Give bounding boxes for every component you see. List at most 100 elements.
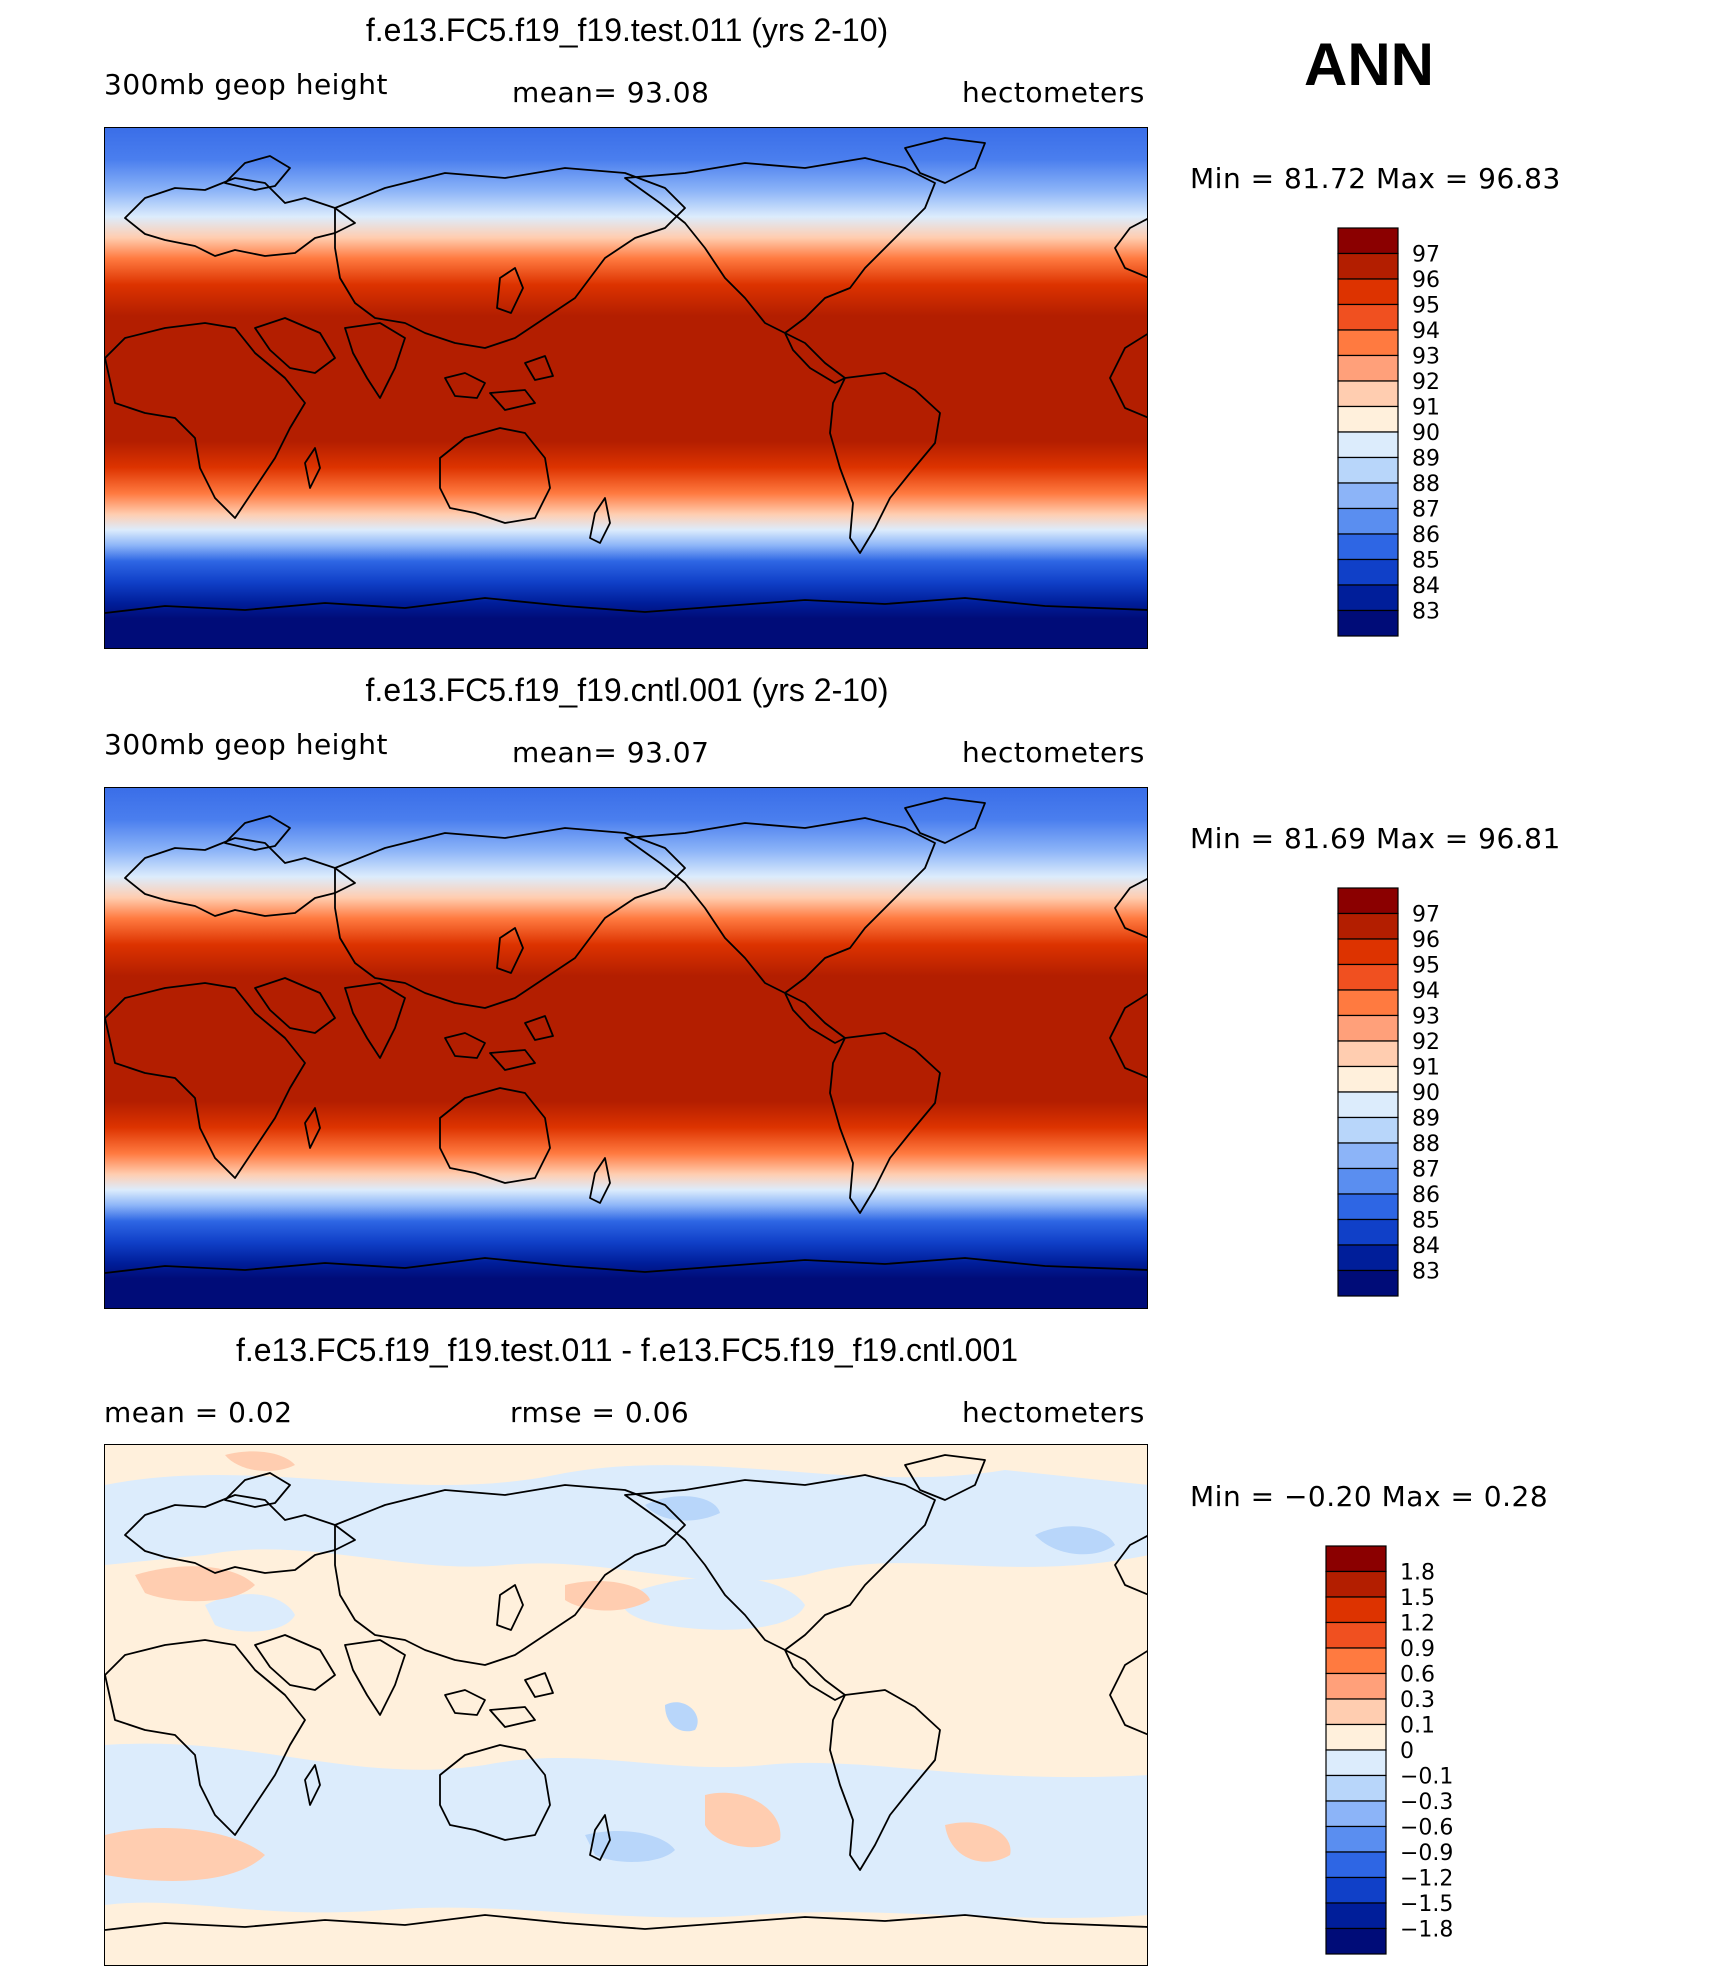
panel-cntl-colorbar: 97 96 95 94 93 92 91 90 89 88 87 86 85 84 83 xyxy=(1337,887,1478,1302)
colorbar-box xyxy=(1325,1902,1387,1930)
colorbar-box xyxy=(1337,482,1399,510)
colorbar-box xyxy=(1337,1218,1399,1246)
colorbar-box xyxy=(1337,227,1399,255)
colorbar-tick-label: 1.5 xyxy=(1400,1586,1435,1611)
colorbar-tick-label: 91 xyxy=(1412,1056,1440,1081)
colorbar-tick-label: 88 xyxy=(1412,1132,1440,1157)
colorbar-box xyxy=(1325,1672,1387,1700)
colorbar-tick-label: −1.5 xyxy=(1400,1892,1453,1917)
colorbar-tick-label: −1.8 xyxy=(1400,1918,1453,1943)
colorbar-box xyxy=(1325,1774,1387,1802)
colorbar-box xyxy=(1325,1698,1387,1726)
panel-test-units-label: hectometers xyxy=(962,76,1145,109)
colorbar-tick-label: 94 xyxy=(1412,979,1440,1004)
colorbar-box xyxy=(1325,1621,1387,1649)
colorbar-box xyxy=(1337,380,1399,408)
panel-diff-title: f.e13.FC5.f19_f19.test.011 - f.e13.FC5.f… xyxy=(235,1332,1019,1368)
colorbar-tick-label: 84 xyxy=(1412,1234,1440,1259)
panel-test-minmax-label: Min = 81.72 Max = 96.83 xyxy=(1190,162,1561,195)
colorbar-box xyxy=(1325,1876,1387,1904)
colorbar-tick-label: 97 xyxy=(1412,903,1440,928)
panel-diff-colorbar: 1.8 1.5 1.2 0.9 0.6 0.3 0.1 0 −0.1 −0.3 −0.6 −0.9 −1… xyxy=(1325,1545,1486,1960)
colorbar-tick-label: 93 xyxy=(1412,1005,1440,1030)
colorbar-tick-label: −0.3 xyxy=(1400,1790,1453,1815)
colorbar-box xyxy=(1325,1825,1387,1853)
panel-diff-mean-label: mean = 0.02 xyxy=(104,1396,293,1429)
colorbar-tick-label: 93 xyxy=(1412,345,1440,370)
colorbar-box xyxy=(1337,584,1399,612)
colorbar-tick-label: 0.6 xyxy=(1400,1663,1435,1688)
colorbar-box xyxy=(1337,507,1399,535)
panel-test-colorbar: 97 96 95 94 93 92 91 90 89 88 87 86 85 84 83 xyxy=(1337,227,1478,642)
colorbar-tick-label: 87 xyxy=(1412,498,1440,523)
colorbar-tick-label: 85 xyxy=(1412,549,1440,574)
colorbar-tick-label: 91 xyxy=(1412,396,1440,421)
panel-test-title: f.e13.FC5.f19_f19.test.011 (yrs 2-10) xyxy=(365,12,889,48)
colorbar-box xyxy=(1337,938,1399,966)
colorbar-box xyxy=(1337,303,1399,331)
colorbar-tick-label: 86 xyxy=(1412,523,1440,548)
colorbar-box xyxy=(1337,1193,1399,1221)
colorbar-tick-label: 96 xyxy=(1412,268,1440,293)
colorbar-tick-label: 96 xyxy=(1412,928,1440,953)
colorbar-tick-label: 92 xyxy=(1412,1030,1440,1055)
colorbar-box xyxy=(1337,1091,1399,1119)
colorbar-tick-label: 90 xyxy=(1412,1081,1440,1106)
colorbar-box xyxy=(1337,1065,1399,1093)
colorbar-tick-label: 0.1 xyxy=(1400,1714,1435,1739)
colorbar-box xyxy=(1325,1927,1387,1955)
colorbar-box xyxy=(1325,1647,1387,1675)
panel-test-map xyxy=(104,127,1148,649)
colorbar-box xyxy=(1337,405,1399,433)
colorbar-box xyxy=(1337,1040,1399,1068)
colorbar-tick-label: 97 xyxy=(1412,243,1440,268)
colorbar-tick-label: −0.1 xyxy=(1400,1765,1453,1790)
colorbar-tick-label: 88 xyxy=(1412,472,1440,497)
colorbar-box xyxy=(1337,329,1399,357)
colorbar-tick-label: 83 xyxy=(1412,1260,1440,1285)
colorbar-box xyxy=(1337,558,1399,586)
colorbar-box xyxy=(1337,1269,1399,1297)
panel-cntl-minmax-label: Min = 81.69 Max = 96.81 xyxy=(1190,822,1561,855)
colorbar-tick-label: 86 xyxy=(1412,1183,1440,1208)
colorbar-box xyxy=(1325,1545,1387,1573)
panel-cntl-map xyxy=(104,787,1148,1309)
colorbar-box xyxy=(1337,609,1399,637)
colorbar-box xyxy=(1337,252,1399,280)
panel-cntl-title: f.e13.FC5.f19_f19.cntl.001 (yrs 2-10) xyxy=(365,672,889,708)
panel-cntl-units-label: hectometers xyxy=(962,736,1145,769)
panel-diff-map xyxy=(104,1444,1148,1966)
colorbar-box xyxy=(1325,1851,1387,1879)
colorbar-tick-label: 92 xyxy=(1412,370,1440,395)
colorbar-tick-label: 1.8 xyxy=(1400,1561,1435,1586)
colorbar-box xyxy=(1337,278,1399,306)
colorbar-box xyxy=(1337,1244,1399,1272)
colorbar-tick-label: −0.6 xyxy=(1400,1816,1453,1841)
colorbar-box xyxy=(1337,533,1399,561)
colorbar-box xyxy=(1337,989,1399,1017)
panel-diff-units-label: hectometers xyxy=(962,1396,1145,1429)
colorbar-box xyxy=(1337,963,1399,991)
panel-cntl-mean-label: mean= 93.07 xyxy=(512,736,710,769)
colorbar-tick-label: 90 xyxy=(1412,421,1440,446)
colorbar-tick-label: −0.9 xyxy=(1400,1841,1453,1866)
season-label: ANN xyxy=(1304,31,1434,98)
colorbar-tick-label: −1.2 xyxy=(1400,1867,1453,1892)
colorbar-box xyxy=(1325,1800,1387,1828)
colorbar-box xyxy=(1337,456,1399,484)
colorbar-tick-label: 95 xyxy=(1412,294,1440,319)
colorbar-tick-label: 94 xyxy=(1412,319,1440,344)
panel-test-mean-label: mean= 93.08 xyxy=(512,76,710,109)
colorbar-box xyxy=(1337,1014,1399,1042)
panel-test-variable-label: 300mb geop height xyxy=(104,68,388,101)
colorbar-box xyxy=(1325,1596,1387,1624)
colorbar-box xyxy=(1337,431,1399,459)
colorbar-box xyxy=(1337,1142,1399,1170)
colorbar-box xyxy=(1337,1116,1399,1144)
colorbar-box xyxy=(1325,1749,1387,1777)
panel-cntl-variable-label: 300mb geop height xyxy=(104,728,388,761)
colorbar-tick-label: 85 xyxy=(1412,1209,1440,1234)
colorbar-box xyxy=(1325,1570,1387,1598)
colorbar-tick-label: 0.3 xyxy=(1400,1688,1435,1713)
colorbar-tick-label: 95 xyxy=(1412,954,1440,979)
